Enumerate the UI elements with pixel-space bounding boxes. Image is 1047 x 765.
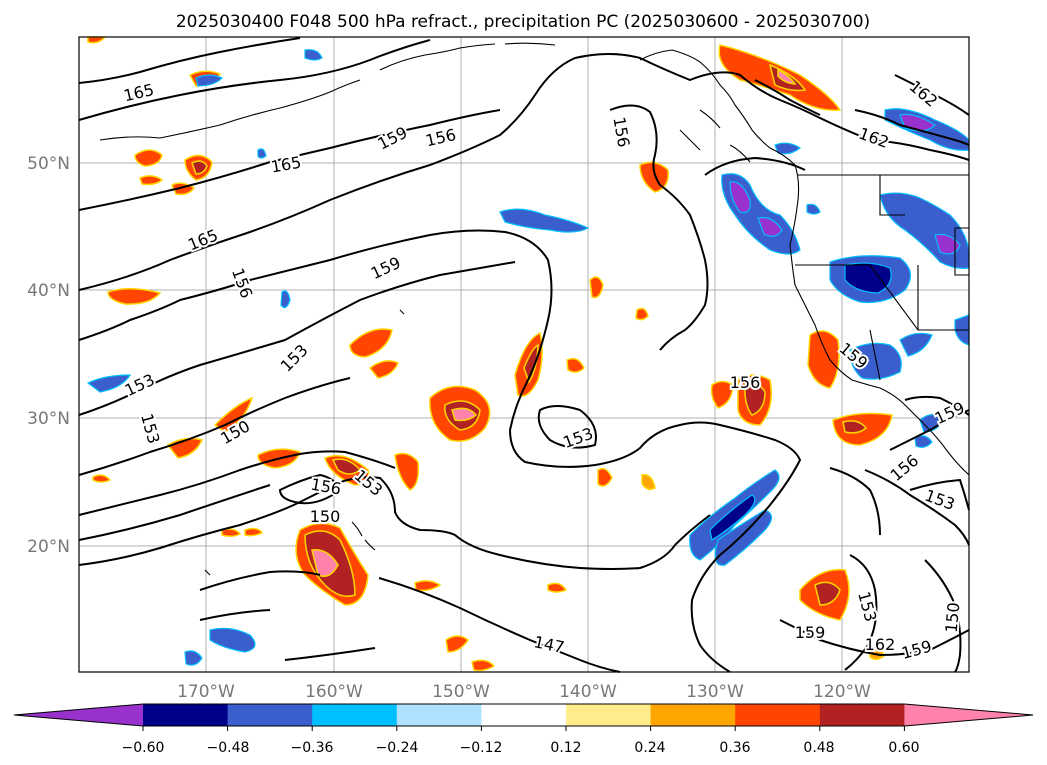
lon-label: 130°W	[686, 682, 744, 702]
colorbar-swatch	[566, 704, 652, 726]
lon-label: 120°W	[813, 682, 871, 702]
colorbar-swatch	[227, 704, 313, 726]
colorbar-swatch	[735, 704, 821, 726]
colorbar-swatch	[143, 704, 229, 726]
colorbar-swatch	[819, 704, 905, 726]
colorbar-tick-label: −0.60	[122, 740, 165, 756]
contour-label: 150	[942, 601, 964, 633]
lat-label: 20°N	[27, 537, 70, 557]
colorbar	[13, 703, 1034, 731]
colorbar-tick-label: 0.60	[888, 740, 919, 756]
colorbar-tick-label: 0.48	[803, 740, 834, 756]
lat-label: 40°N	[27, 281, 70, 301]
colorbar-tick-label: 0.24	[634, 740, 665, 756]
colorbar-swatch	[396, 704, 482, 726]
lon-label: 160°W	[305, 682, 363, 702]
contour-label: 162	[865, 635, 896, 654]
colorbar-swatch	[312, 704, 398, 726]
height-contours	[78, 37, 970, 673]
colorbar-tick-label: −0.24	[376, 740, 419, 756]
colorbar-extend-high	[904, 704, 1033, 726]
lat-label: 30°N	[27, 409, 70, 429]
lat-labels: 50°N 40°N 30°N 20°N	[27, 154, 70, 557]
colorbar-tick-label: 0.36	[719, 740, 750, 756]
contour-label: 156	[730, 373, 761, 392]
precip-positive	[87, 36, 893, 672]
colorbar-tick-label: −0.36	[291, 740, 334, 756]
chart-title: 2025030400 F048 500 hPa refract., precip…	[176, 12, 870, 32]
lon-label: 140°W	[559, 682, 617, 702]
coastlines	[99, 42, 970, 576]
contour-label: 159	[795, 623, 826, 642]
contour-label: 150	[310, 507, 341, 526]
map-frame	[78, 36, 970, 673]
lat-label: 50°N	[27, 154, 70, 174]
colorbar-swatch	[650, 704, 736, 726]
colorbar-extend-low	[14, 704, 143, 726]
colorbar-tick-label: −0.48	[207, 740, 250, 756]
lon-label: 150°W	[432, 682, 490, 702]
lon-labels: 170°W 160°W 150°W 140°W 130°W 120°W	[177, 682, 871, 702]
precip-negative	[86, 49, 970, 666]
colorbar-tick-label: −0.12	[460, 740, 503, 756]
colorbar-swatch	[481, 704, 567, 726]
colorbar-ticks: −0.60 −0.48 −0.36 −0.24 −0.12 0.12 0.24 …	[122, 740, 920, 756]
lon-label: 170°W	[177, 682, 235, 702]
colorbar-tick-label: 0.12	[550, 740, 581, 756]
map-panel: 165 165 165 162 162 162 159 159 159 159 …	[78, 36, 970, 673]
